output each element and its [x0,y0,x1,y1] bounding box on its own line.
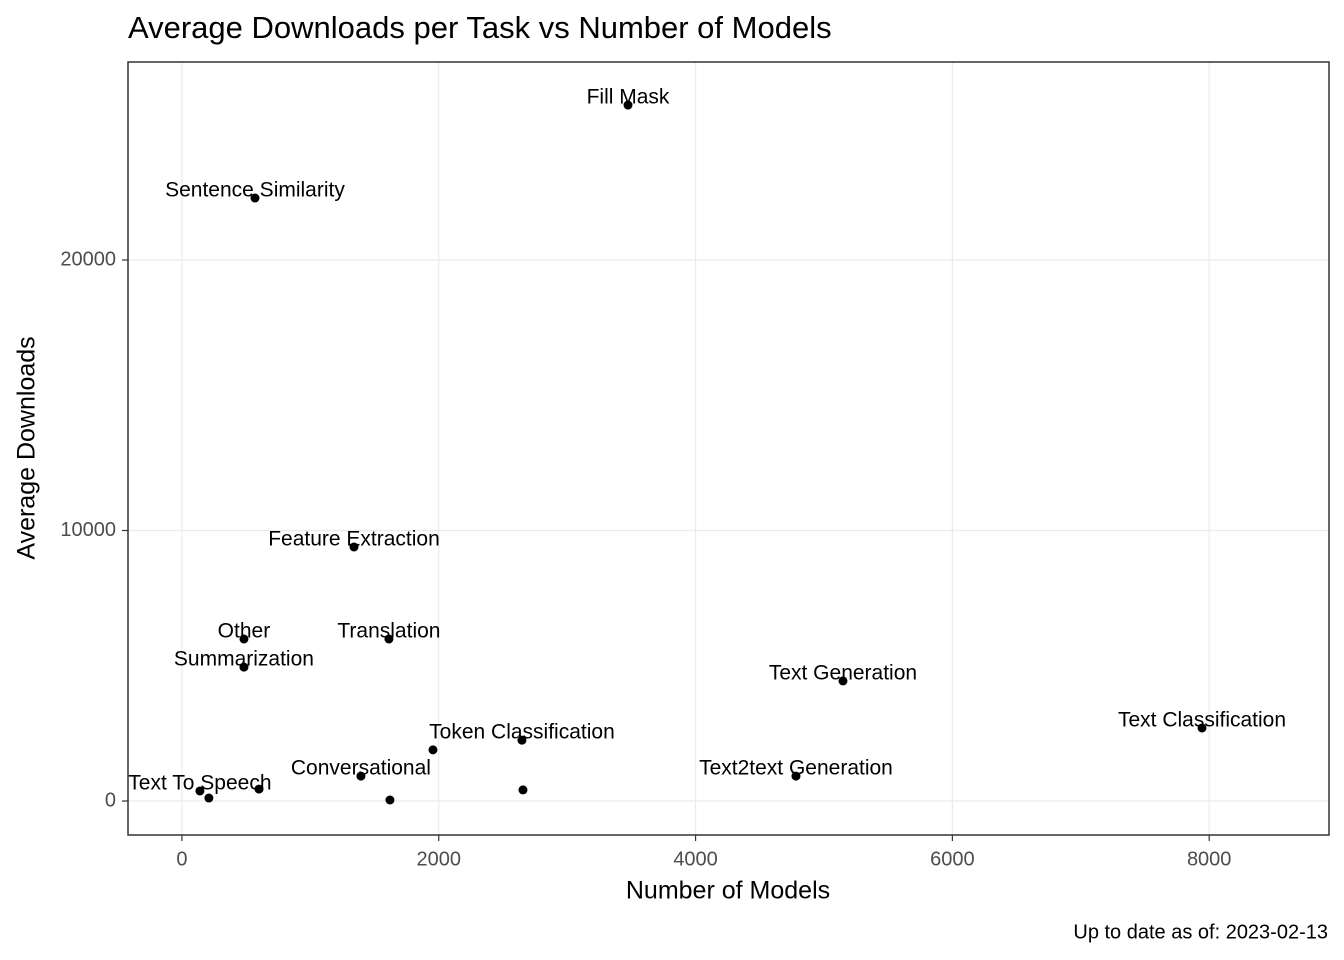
x-axis-title: Number of Models [626,877,830,905]
point-label: Fill Mask [587,86,670,109]
point [791,771,801,781]
point [254,784,264,794]
x-tick-label: 0 [176,848,187,870]
point [623,100,633,110]
y-tick-label: 10000 [60,519,116,541]
point-label: Text Generation [769,661,917,684]
point-label: Text Classification [1118,709,1286,732]
x-tick-label: 6000 [930,848,975,870]
y-tick-label: 0 [105,789,116,811]
point [517,735,527,745]
y-axis-title: Average Downloads [13,336,41,559]
point-label: Text2text Generation [699,757,893,780]
point-label: Token Classification [429,721,615,744]
point [428,745,438,755]
x-tick-label: 2000 [416,848,461,870]
point-label: Sentence Similarity [165,179,345,202]
point [349,542,359,552]
point [356,771,366,781]
chart-title: Average Downloads per Task vs Number of … [128,10,832,45]
x-tick-label: 8000 [1187,848,1232,870]
point [250,193,260,203]
y-tick-label: 20000 [60,248,116,270]
point [1197,723,1207,733]
point-label: Feature Extraction [268,528,440,551]
point [384,634,394,644]
point [204,793,214,803]
point-label: Conversational [291,757,431,780]
point-label: Text To Speech [128,772,271,795]
plot-border [127,61,1330,836]
point [239,634,249,644]
point [518,785,528,795]
point [385,795,395,805]
caption: Up to date as of: 2023-02-13 [1073,921,1328,943]
point [195,786,205,796]
point-label: Translation [337,620,440,643]
point [838,676,848,686]
point-label: Summarization [174,648,314,671]
point [239,662,249,672]
point-label: Other [218,620,271,643]
x-tick-label: 4000 [673,848,718,870]
